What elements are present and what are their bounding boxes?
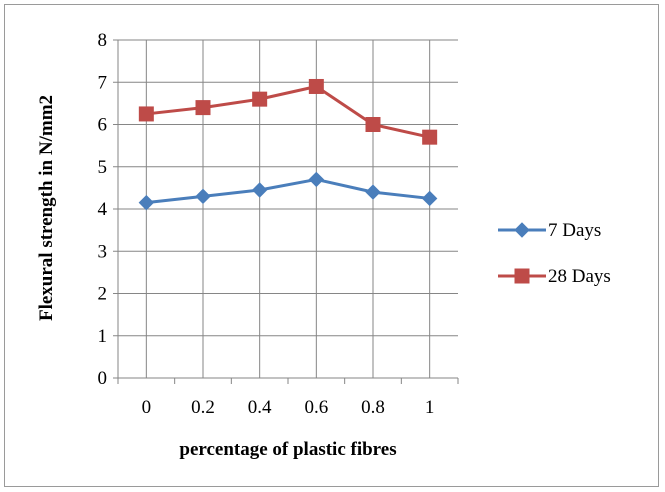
x-tick-label: 0.8 [361,397,385,418]
data-point-7-days [251,182,268,198]
axes [113,39,459,384]
data-point-28-days [138,106,154,122]
data-point-7-days [138,194,155,211]
x-axis-title: percentage of plastic fibres [179,439,396,460]
x-tick-label: 0.4 [248,397,272,418]
legend-marker-28-days [514,268,530,284]
legend-label-7-days: 7 Days [548,220,601,241]
data-point-28-days [422,129,438,145]
x-tick-label: 0.6 [304,397,328,418]
y-tick-label: 1 [98,326,108,347]
data-point-28-days [195,100,211,116]
gridlines [118,39,458,378]
data-point-28-days [308,78,324,94]
y-tick-label: 3 [98,241,108,262]
y-tick-label: 4 [98,199,108,220]
legend: 7 Days 28 Days [498,220,611,287]
series-line-7-days [146,177,430,205]
y-tick-label: 6 [98,115,108,136]
x-tick-label: 0 [142,397,152,418]
data-point-7-days [195,188,211,205]
y-axis-ticks: 0 1 2 3 4 5 6 7 8 [98,30,108,389]
x-tick-label: 1 [425,397,435,418]
data-point-28-days [252,91,268,107]
data-point-7-days [308,171,325,188]
x-axis-ticks: 0 0.2 0.4 0.6 0.8 1 [142,397,435,418]
y-tick-label: 5 [98,157,108,178]
data-point-28-days [365,117,381,132]
legend-marker-7-days [514,222,530,238]
y-tick-label: 2 [98,284,108,305]
chart-area [4,4,659,487]
y-tick-label: 8 [98,30,108,51]
series-lines [138,78,438,211]
data-point-7-days [365,184,381,200]
legend-label-28-days: 28 Days [548,266,611,287]
y-axis-title: Flexural strength in N/mm2 [36,95,57,321]
y-tick-label: 0 [98,368,108,389]
series-line-28-days [146,84,430,139]
data-point-7-days [421,190,438,207]
y-tick-label: 7 [98,72,108,93]
x-tick-label: 0.2 [191,397,215,418]
